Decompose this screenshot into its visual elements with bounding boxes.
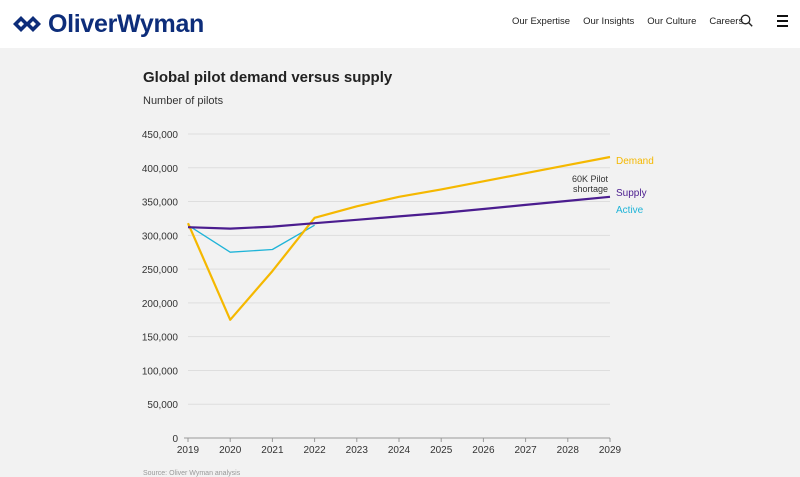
nav-our-culture[interactable]: Our Culture (647, 16, 697, 27)
search-icon[interactable] (740, 14, 753, 32)
series-label-supply: Supply (616, 188, 647, 199)
y-tick-label: 250,000 (142, 265, 179, 276)
x-tick-label: 2023 (346, 445, 369, 456)
y-tick-label: 350,000 (142, 198, 179, 209)
x-tick-label: 2028 (557, 445, 580, 456)
annotation-shortage-line1: 60K Pilot (572, 174, 609, 184)
logo-mark-icon (13, 16, 41, 32)
chart-title: Global pilot demand versus supply (143, 69, 393, 86)
y-tick-label: 150,000 (142, 333, 179, 344)
series-line-active (187, 224, 315, 253)
y-tick-label: 450,000 (142, 130, 179, 141)
x-tick-label: 2022 (303, 445, 326, 456)
nav-our-expertise[interactable]: Our Expertise (512, 16, 571, 27)
y-tick-label: 50,000 (147, 400, 178, 411)
x-tick-label: 2029 (599, 445, 622, 456)
series-label-demand: Demand (616, 156, 654, 167)
y-tick-label: 400,000 (142, 164, 179, 175)
y-tick-label: 100,000 (142, 366, 179, 377)
x-tick-label: 2019 (177, 445, 200, 456)
x-tick-label: 2020 (219, 445, 242, 456)
main-nav: Our Expertise Our Insights Our Culture C… (512, 16, 756, 27)
series-line-supply (187, 195, 611, 230)
nav-careers[interactable]: Careers (709, 16, 744, 27)
annotation-shortage-line2: shortage (573, 184, 608, 194)
y-tick-label: 200,000 (142, 299, 179, 310)
x-tick-label: 2027 (514, 445, 537, 456)
series-line-demand (186, 155, 611, 321)
chart-subtitle: Number of pilots (143, 95, 224, 107)
top-bar: OliverWyman Our Expertise Our Insights O… (0, 0, 800, 48)
y-tick-label: 300,000 (142, 231, 179, 242)
x-tick-label: 2021 (261, 445, 284, 456)
nav-our-insights[interactable]: Our Insights (583, 16, 635, 27)
menu-icon[interactable] (777, 15, 788, 30)
x-tick-label: 2026 (472, 445, 495, 456)
oliver-wyman-logo[interactable]: OliverWyman (12, 10, 204, 38)
series-label-active: Active (616, 205, 644, 216)
source-note: Source: Oliver Wyman analysis (143, 470, 241, 477)
x-tick-label: 2025 (430, 445, 453, 456)
y-tick-label: 0 (172, 434, 178, 445)
logo-text: OliverWyman (48, 9, 205, 38)
x-tick-label: 2024 (388, 445, 411, 456)
